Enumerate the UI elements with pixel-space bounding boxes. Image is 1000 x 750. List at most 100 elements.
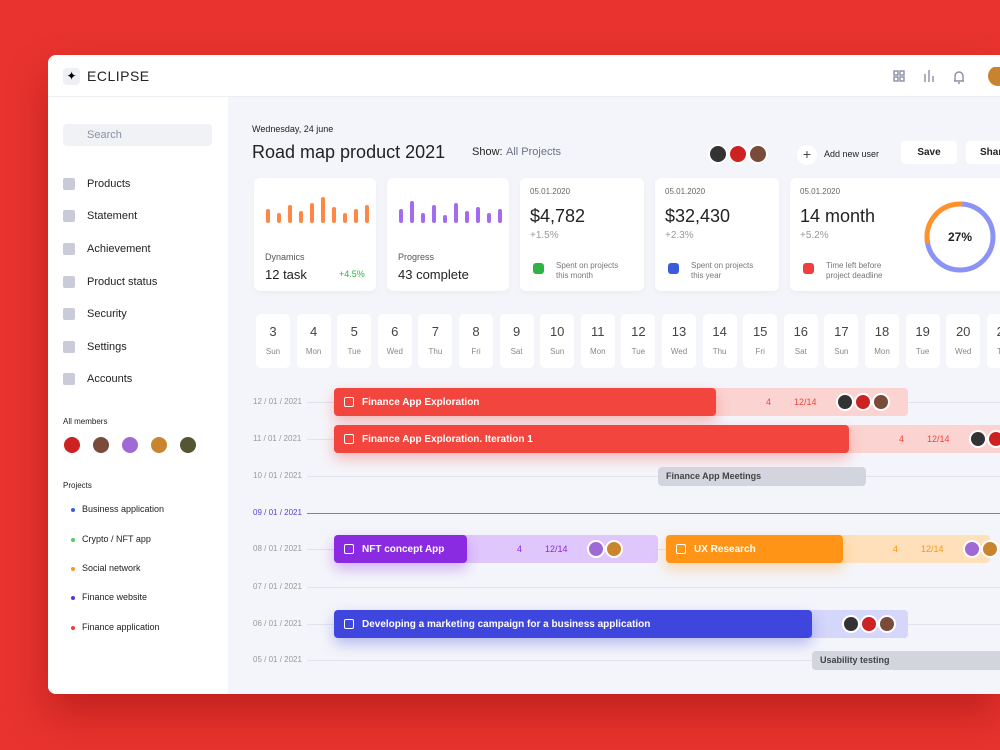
project-dot [71, 626, 75, 630]
avatar [748, 144, 768, 164]
day-tile[interactable] [459, 314, 493, 368]
day-tile[interactable] [296, 314, 331, 368]
task-files: 4 [766, 397, 772, 407]
nav-item[interactable]: Achievement [87, 243, 151, 255]
add-user[interactable]: Add new user [824, 149, 880, 159]
day-number: 18 [874, 324, 890, 339]
day-tile[interactable] [256, 314, 290, 368]
sparkline-bar [277, 213, 281, 223]
avatar [149, 435, 169, 455]
day-number: 19 [915, 324, 930, 339]
search-box[interactable] [63, 124, 212, 146]
day-weekday: Thu [712, 347, 727, 356]
day-number: 13 [671, 324, 687, 339]
day-tile[interactable] [905, 314, 940, 368]
task-bar[interactable] [658, 467, 866, 486]
project-item[interactable]: Finance website [82, 592, 148, 602]
add-user-icon[interactable]: + [797, 145, 817, 165]
sparkline-bar [343, 213, 347, 223]
day-tile[interactable] [986, 314, 1000, 368]
nav-icon [63, 210, 75, 222]
row-date: 12 / 01 / 2021 [253, 397, 302, 406]
nav-item[interactable]: Product status [87, 276, 158, 288]
project-item[interactable]: Social network [82, 563, 141, 573]
card-change: +1.5% [530, 230, 559, 241]
day-tile[interactable] [337, 314, 372, 368]
nav-item[interactable]: Security [87, 308, 127, 320]
task-bar[interactable] [666, 535, 843, 563]
day-weekday: Tue [347, 347, 361, 356]
nav-item[interactable]: Accounts [87, 373, 133, 385]
projects-title: Projects [63, 481, 92, 490]
day-tile[interactable] [865, 314, 899, 368]
avatar [969, 430, 987, 448]
day-number: 15 [752, 324, 768, 339]
day-tile[interactable] [499, 314, 534, 368]
sparkline-bar [498, 209, 502, 223]
sparkline-bar [365, 205, 369, 223]
day-weekday: Wed [955, 347, 972, 356]
task-bar[interactable] [334, 425, 849, 453]
card-icon [533, 263, 544, 274]
row-date: 09 / 01 / 2021 [253, 508, 302, 517]
day-tile[interactable] [580, 314, 615, 368]
day-number: 4 [309, 324, 318, 339]
avatar [728, 144, 748, 164]
avatar [605, 540, 623, 558]
project-item[interactable]: Business application [82, 504, 165, 514]
task-checks: 12/14 [921, 544, 944, 554]
day-weekday: Wed [670, 347, 688, 356]
nav-item[interactable]: Settings [87, 341, 127, 353]
row-line [307, 513, 1000, 514]
sparkline-bar [354, 209, 358, 223]
day-tile[interactable] [783, 314, 818, 368]
avatar [987, 430, 1000, 448]
task-icon [344, 397, 354, 407]
day-weekday: Tue [631, 347, 646, 356]
nav-item[interactable]: Statement [87, 210, 138, 222]
save-button[interactable]: Save [901, 141, 957, 164]
task-files: 4 [893, 544, 899, 554]
day-number: 5 [350, 324, 358, 339]
sparkline-bar [332, 207, 336, 223]
avatar [860, 615, 878, 633]
task-bar[interactable] [334, 610, 812, 638]
nav-icon [63, 341, 75, 353]
task-bar[interactable] [812, 651, 1000, 670]
task-icon [344, 619, 354, 629]
day-number: 20 [955, 324, 971, 339]
row-date: 06 / 01 / 2021 [253, 619, 302, 628]
day-weekday: Fri [755, 347, 765, 356]
card-note: Spent on projects this year [691, 261, 754, 280]
day-tile[interactable] [418, 314, 453, 368]
card-icon [803, 263, 814, 274]
card [387, 178, 509, 291]
day-tile[interactable] [540, 314, 575, 368]
day-number: 14 [712, 324, 727, 339]
share-button[interactable]: Share [966, 141, 1000, 164]
card-date: 05.01.2020 [665, 187, 706, 196]
day-tile[interactable] [662, 314, 696, 368]
day-tile[interactable] [743, 314, 778, 368]
task-bar[interactable] [334, 388, 716, 416]
card-date: 05.01.2020 [800, 187, 841, 196]
day-tile[interactable] [377, 314, 412, 368]
sparkline-bar [266, 209, 270, 223]
day-number: 10 [549, 324, 565, 339]
card-icon [668, 263, 679, 274]
nav-item[interactable]: Products [87, 178, 131, 190]
card-change: +4.5% [339, 269, 365, 279]
show-value[interactable]: All Projects [506, 146, 562, 158]
project-item[interactable]: Crypto / NFT app [82, 534, 151, 544]
day-tile[interactable] [946, 314, 981, 368]
project-item[interactable]: Finance application [82, 622, 160, 632]
sparkline-bar [310, 203, 314, 223]
card-change: +5.2% [800, 230, 829, 241]
day-tile[interactable] [824, 314, 859, 368]
search-placeholder: Search [87, 129, 122, 141]
day-tile[interactable] [621, 314, 656, 368]
nav-icon [63, 308, 75, 320]
task-icon [344, 544, 354, 554]
day-tile[interactable] [702, 314, 737, 368]
task-bar[interactable] [334, 535, 467, 563]
